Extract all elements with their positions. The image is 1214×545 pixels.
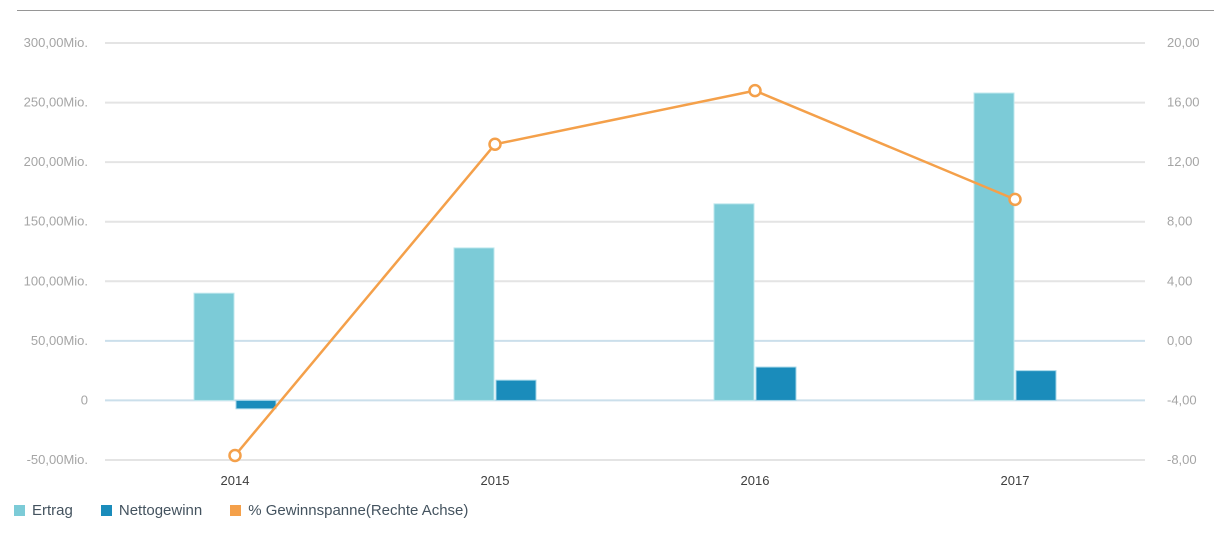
left-axis-tick-label: 100,00Mio. <box>24 273 88 288</box>
left-axis-tick-label: 0 <box>81 392 88 407</box>
legend-label-nettogewinn: Nettogewinn <box>118 502 203 519</box>
right-axis-tick-label: -8,00 <box>1167 452 1197 467</box>
left-axis-tick-label: 50,00Mio. <box>31 333 88 348</box>
gewinnspanne-rechte-achse-line <box>234 89 1016 457</box>
x-axis-label-2016: 2016 <box>741 473 770 488</box>
line-marker-2017[interactable] <box>1008 192 1022 207</box>
right-axis-tick-label: 0,00 <box>1167 333 1192 348</box>
x-axis-label-2014: 2014 <box>221 473 250 488</box>
left-axis-tick-label: 250,00Mio. <box>24 95 88 110</box>
left-axis-tick-label: 150,00Mio. <box>24 214 88 229</box>
nettogewinn-bar-2014[interactable] <box>235 399 277 410</box>
line-marker-2015[interactable] <box>488 137 502 152</box>
right-axis-tick-label: -4,00 <box>1167 392 1197 407</box>
nettogewinn-bar-2016[interactable] <box>755 366 797 401</box>
left-axis-tick-label: -50,00Mio. <box>27 452 88 467</box>
legend: Ertrag Nettogewinn % Gewinnspanne(Rechte A… <box>14 502 468 519</box>
legend-item-gewinnspanne-rechte-achse[interactable]: % Gewinnspanne(Rechte Achse) <box>230 502 468 519</box>
legend-item-ertrag[interactable]: Ertrag <box>14 502 73 519</box>
ertrag-bar-2016[interactable] <box>713 203 755 401</box>
top-divider <box>17 10 1214 11</box>
legend-item-nettogewinn[interactable]: Nettogewinn <box>100 502 203 519</box>
legend-swatch-ertrag <box>14 505 25 516</box>
x-axis-label-2015: 2015 <box>481 473 510 488</box>
ertrag-bar-2014[interactable] <box>193 292 235 401</box>
ertrag-bar-2015[interactable] <box>453 247 495 401</box>
legend-swatch-nettogewinn <box>100 505 112 516</box>
legend-swatch-gewinnspanne-rechte-achse <box>230 505 242 516</box>
left-axis-tick-label: 200,00Mio. <box>24 154 88 169</box>
line-marker-2014[interactable] <box>228 448 242 463</box>
right-axis-tick-label: 12,00 <box>1167 154 1200 169</box>
right-axis-tick-label: 8,00 <box>1167 214 1192 229</box>
nettogewinn-bar-2015[interactable] <box>495 379 537 401</box>
nettogewinn-bar-2017[interactable] <box>1015 370 1057 401</box>
right-axis-tick-label: 16,00 <box>1167 95 1200 110</box>
line-marker-2016[interactable] <box>748 83 762 98</box>
left-axis-tick-label: 300,00Mio. <box>24 35 88 50</box>
x-axis-label-2017: 2017 <box>1001 473 1030 488</box>
legend-label-ertrag: Ertrag <box>32 502 73 519</box>
right-axis-tick-label: 20,00 <box>1167 35 1200 50</box>
combo-chart: 300,00Mio. 250,00Mio. 200,00Mio. 150,00Mio.… <box>24 35 1200 488</box>
ertrag-bar-2017[interactable] <box>973 92 1015 401</box>
legend-label-gewinnspanne-rechte-achse: % Gewinnspanne(Rechte Achse) <box>248 502 469 519</box>
right-axis-tick-label: 4,00 <box>1167 273 1192 288</box>
